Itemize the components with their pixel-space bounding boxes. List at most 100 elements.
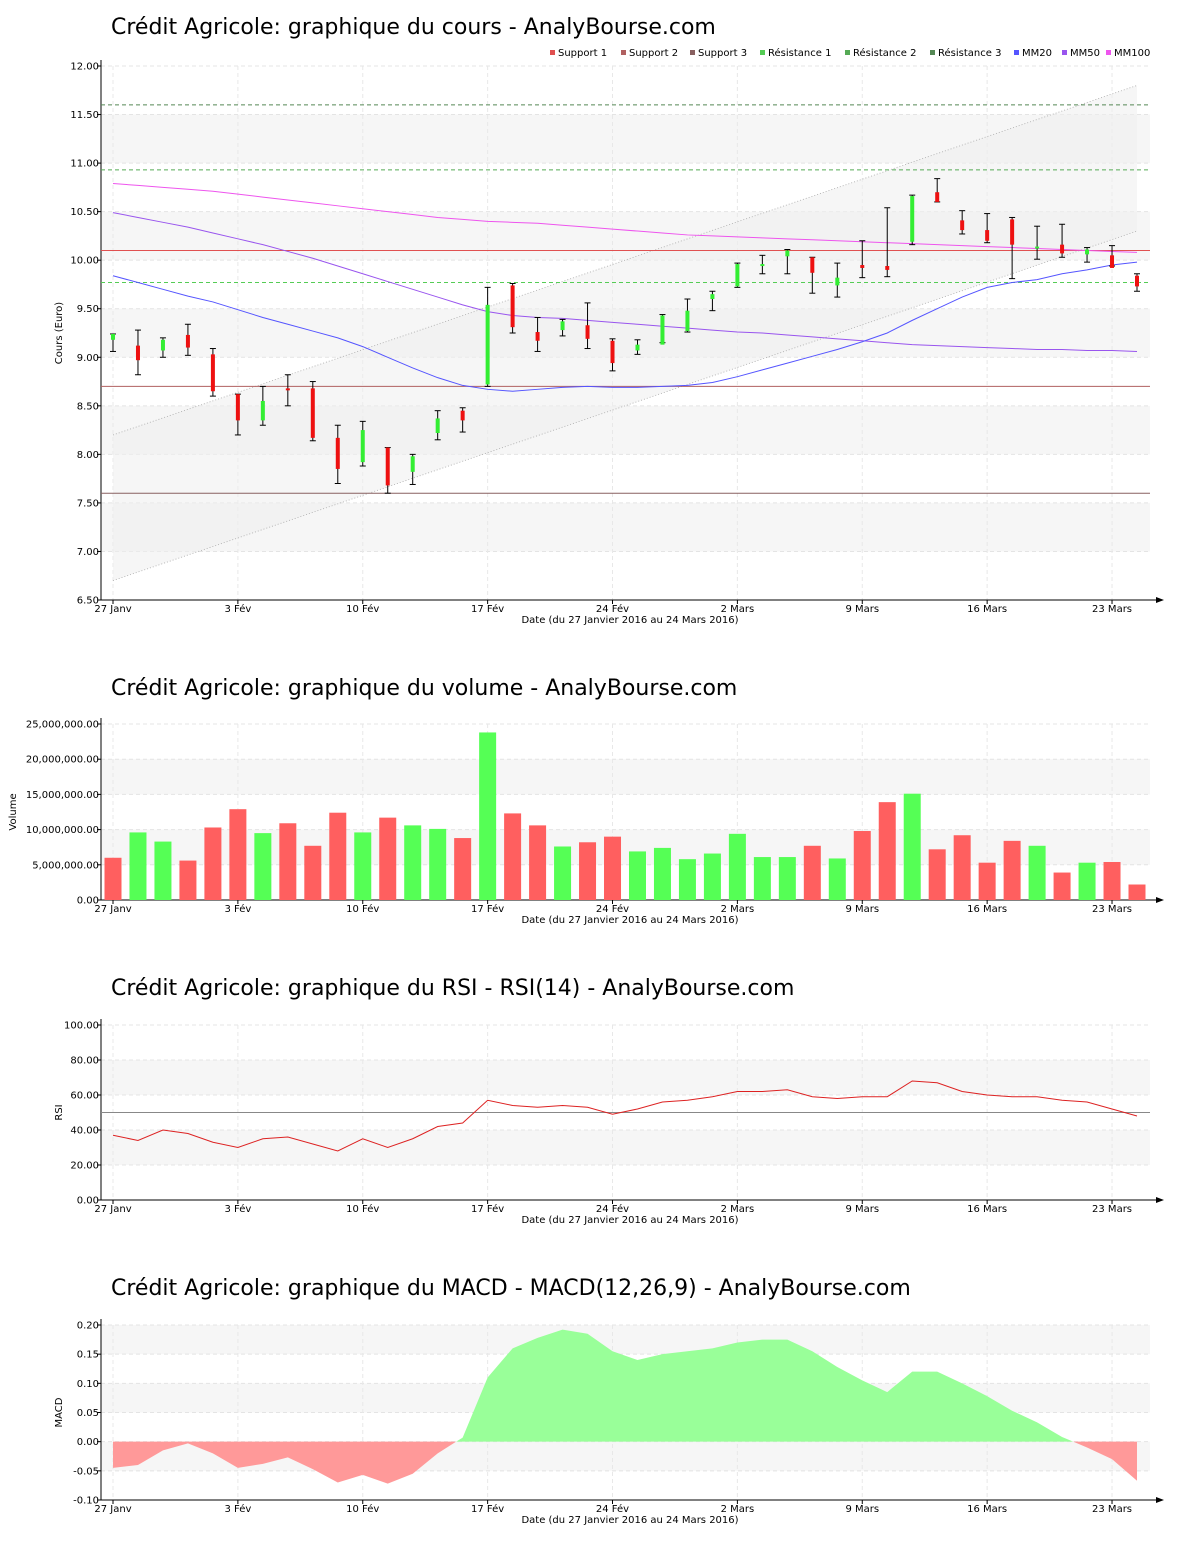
x-tick-label: 23 Mars xyxy=(1092,904,1132,915)
candle-body xyxy=(1035,246,1040,249)
y-tick-label: 60.00 xyxy=(70,1091,99,1102)
legend-swatch xyxy=(1106,50,1111,55)
candle-body xyxy=(135,345,140,361)
mm100-line xyxy=(112,182,1138,253)
candle-body xyxy=(710,294,715,300)
y-tick-label: 40.00 xyxy=(70,1126,99,1137)
x-tick-label: 17 Fév xyxy=(471,1203,504,1215)
volume-bar xyxy=(554,846,572,900)
volume-bar xyxy=(529,825,547,900)
grid-band xyxy=(101,759,1150,795)
candle-body xyxy=(635,344,640,351)
volume-bar xyxy=(404,825,422,900)
candle-body xyxy=(835,277,840,286)
volume-bar xyxy=(379,817,397,900)
y-tick-label: 10.50 xyxy=(70,207,99,218)
legend-label: MM20 xyxy=(1022,48,1052,59)
volume-bar xyxy=(579,842,597,900)
y-tick-label: 9.00 xyxy=(77,353,99,364)
volume-bar xyxy=(728,833,746,900)
channel-upper-line xyxy=(112,85,1138,436)
y-axis-title: Volume xyxy=(8,793,19,830)
volume-bar xyxy=(828,858,846,900)
candle-body xyxy=(410,456,415,472)
x-tick-label: 27 Janv xyxy=(94,1204,131,1215)
volume-bar xyxy=(778,857,796,900)
chart-title: Crédit Agricole: graphique du cours - An… xyxy=(111,15,716,40)
y-tick-label: 0.05 xyxy=(77,1408,99,1419)
grid-band xyxy=(101,1325,1150,1355)
grid-band xyxy=(101,1130,1150,1165)
x-tick-label: 24 Fév xyxy=(596,603,629,615)
macd-positive-area xyxy=(456,1329,1074,1442)
macd-negative-area xyxy=(113,1441,457,1484)
candle-body xyxy=(560,321,565,331)
x-axis-arrow xyxy=(1156,1497,1164,1503)
volume-bar xyxy=(329,812,347,900)
volume-bar xyxy=(604,836,622,900)
volume-bar xyxy=(254,833,272,900)
legend-swatch xyxy=(845,50,850,55)
candle-body xyxy=(485,304,490,385)
y-tick-label: 8.00 xyxy=(77,450,99,461)
macd-negative-area xyxy=(1073,1441,1137,1481)
candle-body xyxy=(610,340,615,364)
volume-bar xyxy=(204,827,222,900)
x-tick-label: 23 Mars xyxy=(1092,1204,1132,1215)
y-tick-label: 80.00 xyxy=(70,1056,99,1067)
volume-bar xyxy=(628,851,646,900)
x-tick-label: 2 Mars xyxy=(721,604,755,615)
x-tick-label: 27 Janv xyxy=(94,1504,131,1515)
legend-label: MM100 xyxy=(1114,48,1150,59)
mm20-line xyxy=(112,261,1138,392)
x-tick-label: 16 Mars xyxy=(967,604,1007,615)
candle-body xyxy=(285,388,290,391)
legend-label: MM50 xyxy=(1070,48,1100,59)
x-axis-arrow xyxy=(1156,1197,1164,1203)
legend-swatch xyxy=(550,50,555,55)
y-tick-label: 9.50 xyxy=(77,304,99,315)
y-tick-label: 100.00 xyxy=(64,1021,99,1032)
x-tick-label: 9 Mars xyxy=(845,1504,879,1515)
candle-body xyxy=(810,257,815,273)
candle-body xyxy=(960,220,965,231)
x-tick-label: 27 Janv xyxy=(94,604,131,615)
x-tick-label: 10 Fév xyxy=(346,1203,379,1215)
y-tick-label: 0.10 xyxy=(77,1379,99,1390)
candle-body xyxy=(1135,275,1139,287)
volume-bar xyxy=(129,832,147,900)
candle-body xyxy=(760,264,765,267)
candle-body xyxy=(910,196,915,242)
x-tick-label: 2 Mars xyxy=(721,1504,755,1515)
volume-bar xyxy=(878,802,896,900)
volume-bar xyxy=(179,860,197,900)
mm50-line xyxy=(112,212,1138,352)
y-tick-label: 20,000,000.00 xyxy=(26,755,99,766)
x-tick-label: 3 Fév xyxy=(224,1503,251,1515)
legend-label: Support 1 xyxy=(558,48,607,59)
y-tick-label: 0.00 xyxy=(77,896,99,907)
y-axis-title: MACD xyxy=(54,1397,65,1427)
y-tick-label: 12.00 xyxy=(70,62,99,73)
volume-bar xyxy=(1103,861,1121,900)
x-tick-label: 16 Mars xyxy=(967,1204,1007,1215)
candle-body xyxy=(335,437,340,469)
candle-body xyxy=(235,394,240,421)
candle-body xyxy=(685,310,690,332)
legend-swatch xyxy=(760,50,765,55)
volume-bar xyxy=(429,828,447,900)
candle-body xyxy=(785,250,790,257)
legend-swatch xyxy=(621,50,626,55)
volume-bar xyxy=(504,813,522,900)
candle-body xyxy=(1010,219,1015,245)
candle-body xyxy=(585,325,590,339)
x-tick-label: 10 Fév xyxy=(346,903,379,915)
y-tick-label: 6.50 xyxy=(77,596,99,607)
candle-body xyxy=(1110,255,1115,268)
volume-bar xyxy=(653,847,671,900)
x-axis-arrow xyxy=(1156,897,1164,903)
y-tick-label: 11.50 xyxy=(70,110,99,121)
x-tick-label: 10 Fév xyxy=(346,1503,379,1515)
y-tick-label: -0.10 xyxy=(73,1496,99,1507)
volume-bar xyxy=(1003,840,1021,900)
